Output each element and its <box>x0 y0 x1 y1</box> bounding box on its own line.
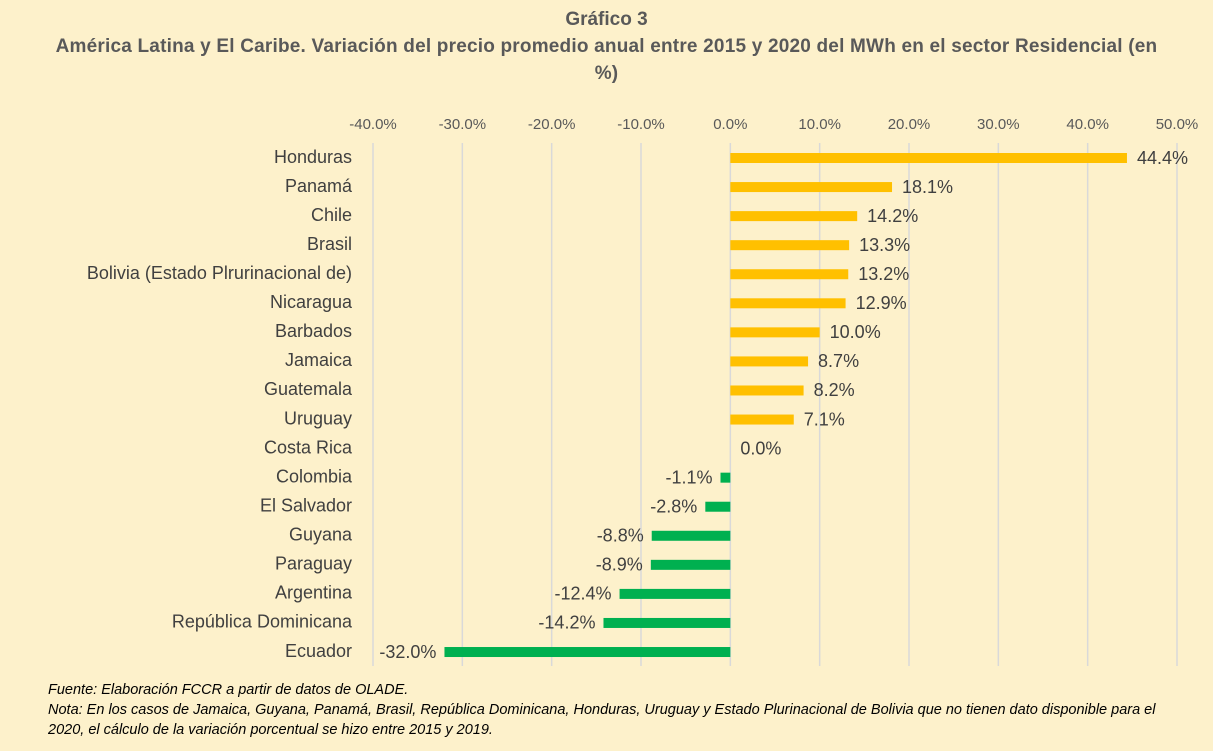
bar <box>730 240 850 251</box>
value-label: 18.1% <box>902 177 953 197</box>
x-tick-label: 50.0% <box>1156 116 1199 133</box>
category-label: Colombia <box>276 466 353 486</box>
value-label: 8.2% <box>814 380 855 400</box>
category-label: Brasil <box>307 234 352 254</box>
category-label: Chile <box>311 205 352 225</box>
source: Fuente: Elaboración FCCR a partir de dat… <box>48 682 409 698</box>
x-tick-label: -30.0% <box>439 116 487 133</box>
bar <box>730 182 893 193</box>
bar <box>603 617 731 628</box>
bar <box>730 327 820 338</box>
category-label: República Dominicana <box>172 612 353 632</box>
value-label: 7.1% <box>804 409 845 429</box>
value-label: -8.9% <box>596 555 643 575</box>
category-label: Panamá <box>285 176 353 196</box>
value-label: 0.0% <box>740 438 781 458</box>
bar <box>730 298 846 309</box>
x-tick-label: -10.0% <box>617 116 665 133</box>
value-label: 14.2% <box>867 206 918 226</box>
x-tick-label: -40.0% <box>349 116 397 133</box>
category-label: Nicaragua <box>270 292 353 312</box>
category-label: Ecuador <box>285 641 352 661</box>
x-tick-label: 40.0% <box>1066 116 1109 133</box>
category-label: Honduras <box>274 147 352 167</box>
category-label: Costa Rica <box>264 437 353 457</box>
value-label: -14.2% <box>538 613 595 633</box>
bar <box>705 501 731 512</box>
value-label: -32.0% <box>379 642 436 662</box>
category-label: Guatemala <box>264 379 353 399</box>
value-label: 12.9% <box>856 293 907 313</box>
bar <box>651 530 731 541</box>
value-label: 13.3% <box>859 235 910 255</box>
bar <box>444 647 731 658</box>
category-label: Barbados <box>275 321 352 341</box>
bar <box>730 356 809 367</box>
bar <box>730 269 849 280</box>
x-tick-label: 10.0% <box>798 116 841 133</box>
category-label: El Salvador <box>260 495 352 515</box>
heading: Gráfico 3 América Latina y El Caribe. Va… <box>0 6 1213 87</box>
category-label: Argentina <box>275 583 353 603</box>
bar <box>650 559 731 570</box>
category-label: Guyana <box>289 525 353 545</box>
value-label: -1.1% <box>665 467 712 487</box>
bar <box>730 153 1127 163</box>
x-tick-label: 20.0% <box>888 116 931 133</box>
bar <box>619 588 731 599</box>
value-label: 8.7% <box>818 351 859 371</box>
bar <box>730 414 794 425</box>
value-label: -2.8% <box>650 496 697 516</box>
category-label: Uruguay <box>284 408 352 428</box>
category-label: Bolivia (Estado Plrurinacional de) <box>87 263 352 283</box>
value-label: -8.8% <box>597 526 644 546</box>
note: Nota: En los casos de Jamaica, Guyana, P… <box>48 702 1156 738</box>
category-label: Jamaica <box>285 350 353 370</box>
value-label: -12.4% <box>555 584 612 604</box>
value-label: 10.0% <box>830 322 881 342</box>
x-tick-label: -20.0% <box>528 116 576 133</box>
bar <box>730 211 858 222</box>
bar <box>730 385 804 396</box>
x-tick-label: 30.0% <box>977 116 1020 133</box>
category-label: Paraguay <box>275 554 352 574</box>
notes: Fuente: Elaboración FCCR a partir de dat… <box>48 680 1188 740</box>
value-label: 13.2% <box>858 264 909 284</box>
bar <box>720 472 731 483</box>
chart-subtitle: Gráfico 3 <box>565 9 648 30</box>
chart-title: América Latina y El Caribe. Variación de… <box>55 36 1158 84</box>
x-tick-label: 0.0% <box>713 116 747 133</box>
value-label: 44.4% <box>1137 148 1188 168</box>
